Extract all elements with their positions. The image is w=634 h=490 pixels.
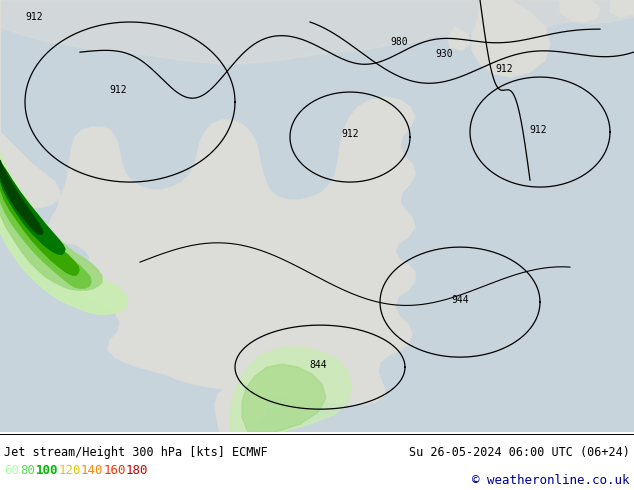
Polygon shape	[0, 160, 43, 234]
Polygon shape	[0, 162, 102, 290]
Text: 60: 60	[4, 464, 19, 477]
Polygon shape	[472, 0, 550, 77]
Polygon shape	[560, 0, 600, 22]
Text: 912: 912	[495, 64, 513, 74]
Text: 180: 180	[126, 464, 148, 477]
Polygon shape	[0, 0, 415, 405]
Polygon shape	[0, 170, 91, 288]
Text: 980: 980	[390, 37, 408, 47]
Text: 100: 100	[36, 464, 58, 477]
Text: 930: 930	[435, 49, 453, 59]
Text: 944: 944	[451, 295, 469, 305]
Polygon shape	[230, 347, 352, 432]
Polygon shape	[448, 27, 470, 50]
Text: 80: 80	[20, 464, 35, 477]
Text: 120: 120	[58, 464, 81, 477]
Polygon shape	[0, 152, 128, 314]
Polygon shape	[0, 0, 634, 64]
Text: 912: 912	[109, 85, 127, 95]
Text: 844: 844	[309, 360, 327, 370]
Text: Jet stream/Height 300 hPa [kts] ECMWF: Jet stream/Height 300 hPa [kts] ECMWF	[4, 446, 268, 459]
Text: 140: 140	[81, 464, 103, 477]
Text: 912: 912	[25, 12, 42, 22]
Text: Su 26-05-2024 06:00 UTC (06+24): Su 26-05-2024 06:00 UTC (06+24)	[409, 446, 630, 459]
Polygon shape	[0, 170, 79, 275]
Polygon shape	[610, 0, 634, 17]
Text: © weatheronline.co.uk: © weatheronline.co.uk	[472, 473, 630, 487]
Text: 160: 160	[103, 464, 126, 477]
Text: 912: 912	[529, 125, 547, 135]
Polygon shape	[0, 162, 65, 254]
Polygon shape	[242, 364, 326, 432]
Text: 912: 912	[341, 129, 359, 139]
Polygon shape	[215, 384, 268, 432]
